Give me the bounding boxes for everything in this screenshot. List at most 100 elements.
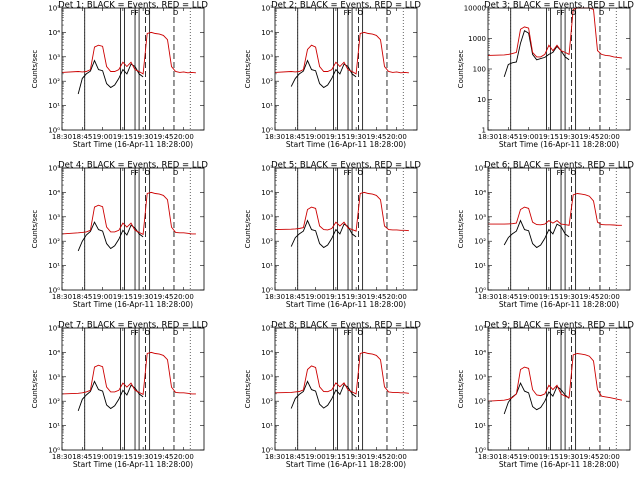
y-tick-label: 10⁰	[261, 287, 273, 295]
y-tick-label: 10⁵	[48, 325, 60, 333]
y-tick-label: 10³	[48, 213, 60, 221]
y-tick-label: 100	[473, 66, 486, 74]
y-axis-label: Counts/sec	[244, 370, 252, 409]
y-tick-label: 10³	[48, 373, 60, 381]
plot-frame	[61, 7, 205, 131]
x-tick-label: 20:00	[174, 453, 194, 461]
x-tick-label: 18:45	[72, 293, 92, 301]
plot-frame	[274, 7, 418, 131]
x-tick-label: 19:15	[326, 453, 346, 461]
x-tick-label: 19:30	[133, 293, 153, 301]
y-tick-label: 10³	[48, 53, 60, 61]
y-tick-label: 10²	[261, 238, 273, 246]
marker-label: D	[386, 9, 391, 17]
plot-frame	[487, 327, 631, 451]
y-tick-label: 10⁴	[261, 29, 273, 37]
panel-title: Det 4: BLACK = Events, RED = LLD	[58, 161, 208, 171]
x-axis-label: Start Time (16-Apr-11 18:28:00)	[73, 140, 193, 149]
y-tick-label: 10⁵	[48, 165, 60, 173]
x-tick-label: 19:45	[579, 133, 599, 141]
events-series-line	[290, 219, 357, 249]
x-tick-label: 19:15	[113, 293, 133, 301]
y-tick-label: 10³	[261, 213, 273, 221]
x-tick-label: 18:30	[52, 453, 72, 461]
y-tick-label: 10³	[261, 53, 273, 61]
x-tick-label: 19:45	[153, 453, 173, 461]
x-tick-label: 19:45	[366, 293, 386, 301]
marker-label: F	[344, 169, 348, 177]
x-tick-label: 19:15	[326, 293, 346, 301]
y-axis-label: Counts/sec	[31, 210, 39, 249]
x-tick-label: 19:30	[559, 293, 579, 301]
x-tick-label: 19:30	[346, 293, 366, 301]
x-tick-label: 19:15	[539, 453, 559, 461]
panel-title: Det 5: BLACK = Events, RED = LLD	[271, 161, 421, 171]
marker-label: F	[348, 329, 352, 337]
y-tick-label: 10⁵	[48, 5, 60, 13]
events-series-line	[77, 59, 144, 95]
x-tick-label: 19:00	[305, 293, 325, 301]
marker-label: F	[135, 169, 139, 177]
y-tick-label: 10⁴	[48, 29, 60, 37]
marker-label: F	[344, 329, 348, 337]
x-tick-label: 20:00	[387, 133, 407, 141]
marker-label: F	[344, 9, 348, 17]
panel-title: Det 7: BLACK = Events, RED = LLD	[58, 321, 208, 331]
x-tick-label: 19:00	[518, 453, 538, 461]
x-axis-label: Start Time (16-Apr-11 18:28:00)	[286, 460, 406, 469]
y-tick-label: 10³	[261, 373, 273, 381]
marker-label: F	[131, 329, 135, 337]
x-axis-label: Start Time (16-Apr-11 18:28:00)	[286, 140, 406, 149]
marker-label: D	[599, 9, 604, 17]
marker-label: D	[173, 9, 178, 17]
marker-label: O	[144, 169, 150, 177]
marker-label: D	[386, 169, 391, 177]
x-tick-label: 19:30	[346, 453, 366, 461]
marker-label: F	[135, 329, 139, 337]
marker-label: F	[348, 9, 352, 17]
y-tick-label: 10¹	[474, 422, 486, 430]
y-tick-label: 10¹	[48, 262, 60, 270]
x-tick-label: 18:30	[478, 133, 498, 141]
y-axis-label: Counts/sec	[457, 50, 465, 89]
x-tick-label: 20:00	[387, 293, 407, 301]
x-tick-label: 18:30	[478, 453, 498, 461]
y-tick-label: 10²	[474, 398, 486, 406]
x-tick-label: 19:00	[518, 293, 538, 301]
marker-label: F	[131, 169, 135, 177]
y-tick-label: 1	[482, 127, 486, 135]
lld-series-line	[487, 353, 622, 402]
x-tick-label: 19:00	[305, 133, 325, 141]
y-tick-label: 10⁵	[261, 165, 273, 173]
lld-series-line	[274, 351, 409, 395]
lld-series-line	[274, 191, 409, 232]
y-tick-label: 10⁵	[261, 5, 273, 13]
x-axis-label: Start Time (16-Apr-11 18:28:00)	[73, 300, 193, 309]
y-tick-label: 10²	[261, 78, 273, 86]
y-axis-label: Counts/sec	[457, 370, 465, 409]
x-tick-label: 18:30	[478, 293, 498, 301]
marker-label: D	[173, 169, 178, 177]
lld-series-line	[61, 191, 196, 236]
y-tick-label: 10000	[464, 5, 486, 13]
plot-frame	[274, 167, 418, 291]
x-tick-label: 18:45	[498, 293, 518, 301]
y-tick-label: 10⁴	[261, 189, 273, 197]
events-series-line	[503, 381, 570, 415]
y-tick-label: 10³	[474, 213, 486, 221]
y-axis-label: Counts/sec	[244, 210, 252, 249]
x-tick-label: 18:30	[265, 293, 285, 301]
panel-title: Det 1: BLACK = Events, RED = LLD	[58, 1, 208, 11]
x-tick-label: 19:45	[366, 453, 386, 461]
y-tick-label: 10³	[474, 373, 486, 381]
x-tick-label: 19:45	[579, 453, 599, 461]
marker-label: D	[599, 329, 604, 337]
events-series-line	[290, 59, 357, 89]
x-axis-label: Start Time (16-Apr-11 18:28:00)	[499, 300, 619, 309]
y-tick-label: 10²	[261, 398, 273, 406]
x-tick-label: 18:45	[285, 133, 305, 141]
